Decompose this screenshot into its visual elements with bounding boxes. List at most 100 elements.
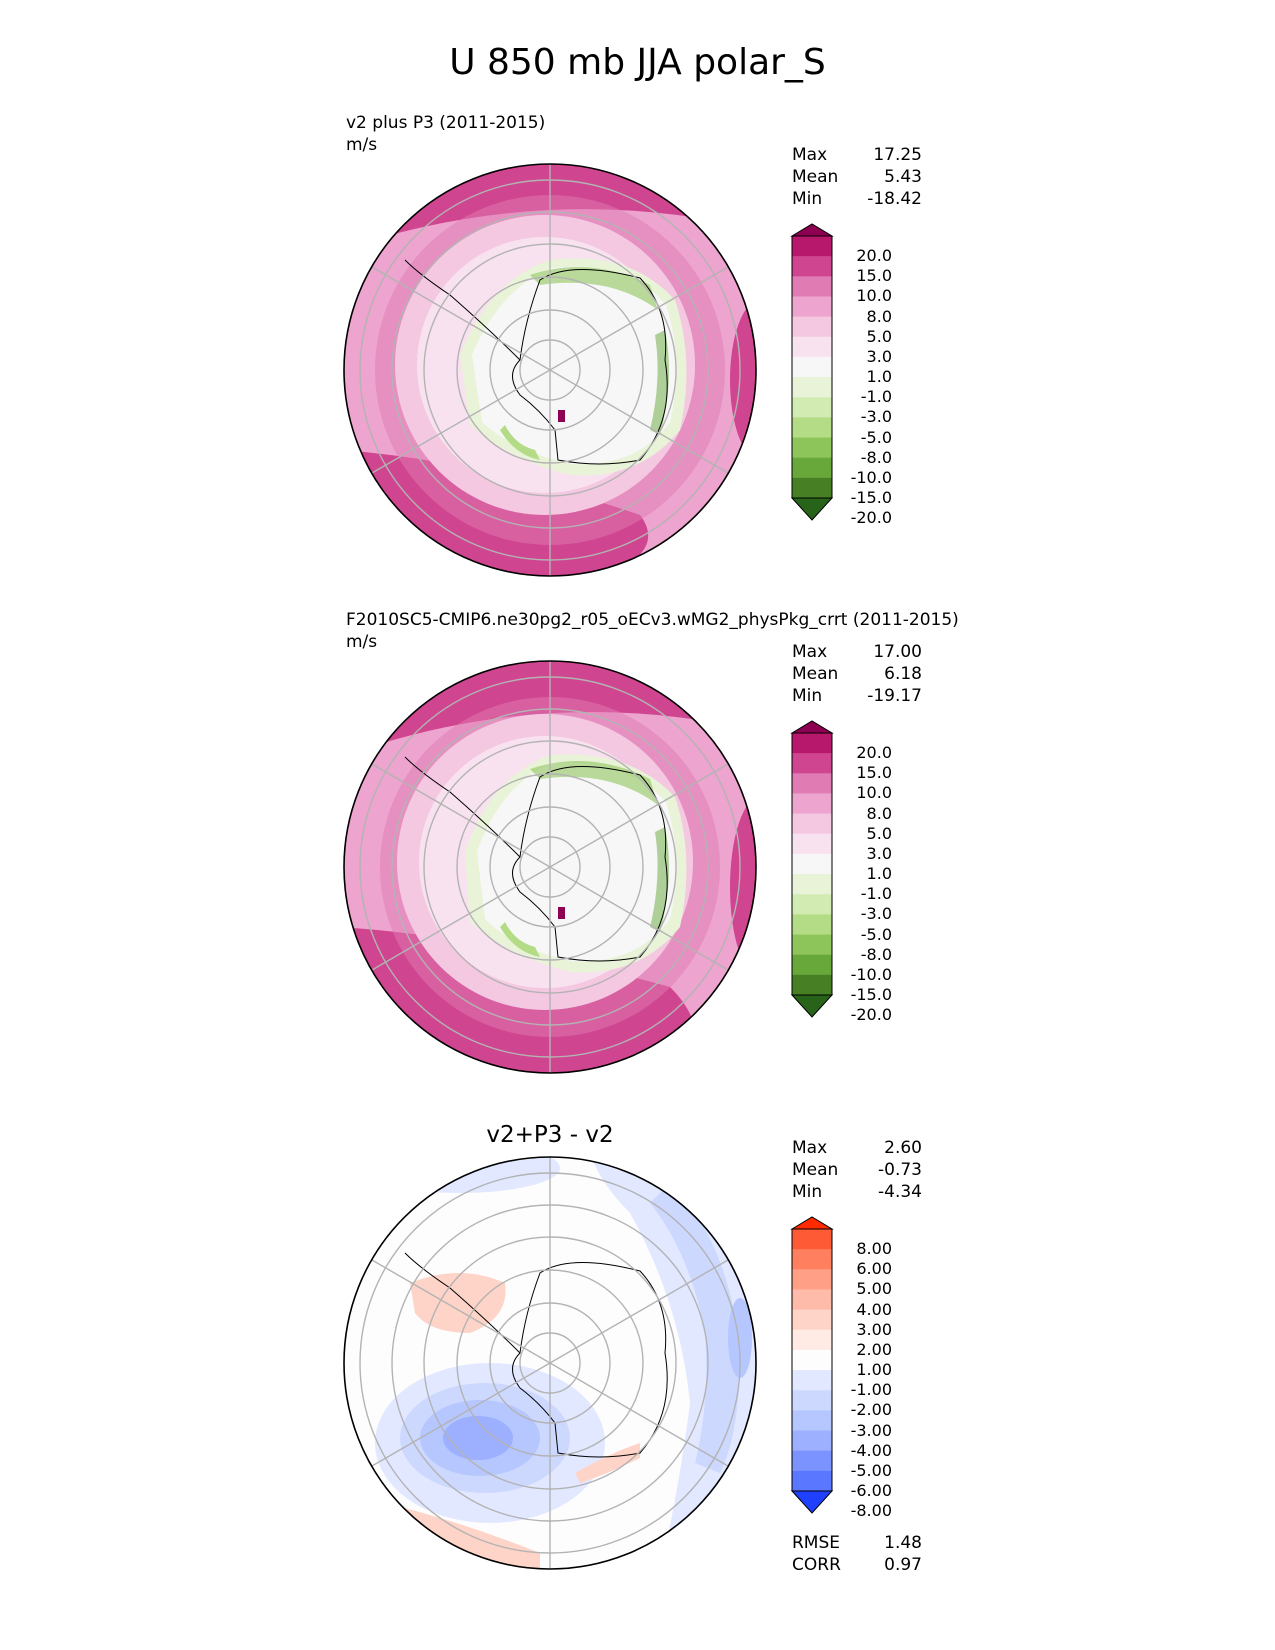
panel3-rmse-label: RMSE [792, 1533, 841, 1553]
panel3-positive-peninsula [410, 1273, 506, 1333]
colorbar-segment [792, 1329, 832, 1351]
colorbar-segment [792, 1390, 832, 1411]
panel2-polar-map [343, 660, 757, 1074]
panel2-mean-label: Mean [792, 664, 839, 684]
colorbar-tick-label: 5.0 [866, 326, 892, 346]
panel3-corr-label: CORR [792, 1555, 841, 1575]
panel3-stats: Max 2.60 Mean -0.73 Min -4.34 [792, 1137, 922, 1203]
colorbar-tick-label: -5.00 [850, 1460, 892, 1480]
colorbar-segment [792, 1470, 832, 1492]
colorbar-tick-label: 10.0 [856, 286, 892, 306]
panel1-colorbar-ticks: 20.0 15.0 10.0 8.0 5.0 3.0 1.0 -1.0 -3.0 -5.0 -8.0… [832, 236, 892, 527]
panel1-coastal-easterly-east [650, 330, 669, 435]
colorbar-tick-label: 20.0 [856, 246, 892, 266]
colorbar-tick-label: -3.00 [850, 1420, 892, 1440]
colorbar-tick-label: -20.0 [850, 1005, 892, 1025]
colorbar-tick-label: -6.00 [850, 1481, 892, 1500]
colorbar-tick-label: -10.0 [850, 467, 892, 487]
panel2-colorbar [790, 720, 834, 1018]
colorbar-segment [792, 1349, 832, 1371]
colorbar-tick-label: 8.0 [866, 306, 892, 326]
panel1-jet-east [730, 300, 756, 460]
colorbar-segment [792, 1249, 832, 1270]
panel2-units: m/s [346, 632, 378, 652]
panel3-title: v2+P3 - v2 [486, 1122, 614, 1148]
colorbar-segment [792, 316, 832, 338]
colorbar-segment [792, 1410, 832, 1432]
panel1-polar-map [343, 163, 757, 577]
colorbar-segment [792, 437, 832, 459]
colorbar-segment [792, 417, 832, 439]
panel1-map-boundary [343, 163, 757, 577]
colorbar-segment [792, 894, 832, 915]
panel3-mean-label: Mean [792, 1160, 839, 1180]
panel2-min-label: Min [792, 686, 823, 706]
colorbar-outline [791, 1228, 833, 1492]
figure-title: U 850 mb JJA polar_S [449, 42, 826, 83]
colorbar-tick-label: 3.0 [866, 843, 892, 863]
colorbar-tick-label: 5.0 [866, 823, 892, 843]
panel3-negative-east-core [650, 1183, 740, 1473]
panel1-mean-label: Mean [792, 167, 839, 187]
panel2-min-value: -19.17 [867, 686, 922, 706]
panel2-graticule [359, 661, 741, 1073]
panel3-min-label: Min [792, 1182, 823, 1202]
colorbar-tick-label: 3.0 [866, 346, 892, 366]
panel2-max-value: 17.00 [873, 642, 922, 662]
panel2-mean-value: 6.18 [884, 664, 922, 684]
colorbar-segment [792, 336, 832, 358]
colorbar-segment [792, 377, 832, 398]
colorbar-tick-label: 1.0 [866, 864, 892, 884]
colorbar-tick-label: -2.00 [850, 1400, 892, 1420]
panel1-max-label: Max [792, 145, 828, 165]
colorbar-tick-label: 2.00 [856, 1339, 892, 1359]
panel3-negative-southwest-core [443, 1416, 513, 1460]
colorbar-extend-top [790, 720, 834, 734]
colorbar-segment [792, 1450, 832, 1472]
panel3-map-boundary [343, 1156, 757, 1570]
colorbar-tick-label: -8.0 [860, 447, 892, 467]
colorbar-tick-label: 5.00 [856, 1279, 892, 1299]
colorbar-tick-label: -10.0 [850, 964, 892, 984]
colorbar-segment [792, 296, 832, 318]
colorbar-tick-label: -4.00 [850, 1440, 892, 1460]
panel3-max-value: 2.60 [884, 1138, 922, 1158]
colorbar-segment [792, 457, 832, 479]
panel3-min-value: -4.34 [878, 1182, 922, 1202]
colorbar-segment [792, 1309, 832, 1331]
colorbar-outline [791, 235, 833, 499]
colorbar-extend-bottom [790, 1490, 834, 1514]
panel1-max-spot [558, 410, 565, 422]
colorbar-tick-label: 1.0 [866, 367, 892, 387]
colorbar-segment [792, 1370, 832, 1391]
colorbar-tick-label: 4.00 [856, 1299, 892, 1319]
colorbar-segment [792, 733, 832, 754]
colorbar-tick-label: 6.00 [856, 1259, 892, 1279]
colorbar-tick-label: -1.00 [850, 1380, 892, 1400]
panel1-coastal-easterly-west [500, 425, 540, 460]
colorbar-tick-label: -15.0 [850, 985, 892, 1004]
panel2-antarctica-coastline [512, 765, 668, 962]
panel3-colorbar [790, 1216, 834, 1514]
colorbar-tick-label: 15.0 [856, 266, 892, 286]
panel3-rmse-value: 1.48 [884, 1533, 922, 1553]
colorbar-segment [792, 276, 832, 297]
colorbar-extend-bottom [790, 497, 834, 521]
colorbar-segment [792, 256, 832, 277]
panel1-units: m/s [346, 135, 378, 155]
colorbar-extend-bottom [790, 994, 834, 1018]
colorbar-segment [792, 1289, 832, 1311]
panel3-graticule [359, 1157, 741, 1569]
colorbar-segment [792, 773, 832, 794]
colorbar-tick-label: 8.00 [856, 1239, 892, 1259]
panel3-colorbar-ticks: 8.00 6.00 5.00 4.00 3.00 2.00 1.00 -1.00 -2.00 -3… [832, 1229, 892, 1520]
colorbar-segment [792, 853, 832, 875]
colorbar-tick-label: -8.0 [860, 944, 892, 964]
panel1-max-value: 17.25 [873, 145, 922, 165]
colorbar-tick-label: -15.0 [850, 488, 892, 507]
panel1-mean-value: 5.43 [884, 167, 922, 187]
colorbar-tick-label: -1.0 [860, 387, 892, 407]
panel1-title: v2 plus P3 (2011-2015) [346, 113, 546, 133]
colorbar-segment [792, 236, 832, 257]
panel3-mean-value: -0.73 [878, 1160, 922, 1180]
